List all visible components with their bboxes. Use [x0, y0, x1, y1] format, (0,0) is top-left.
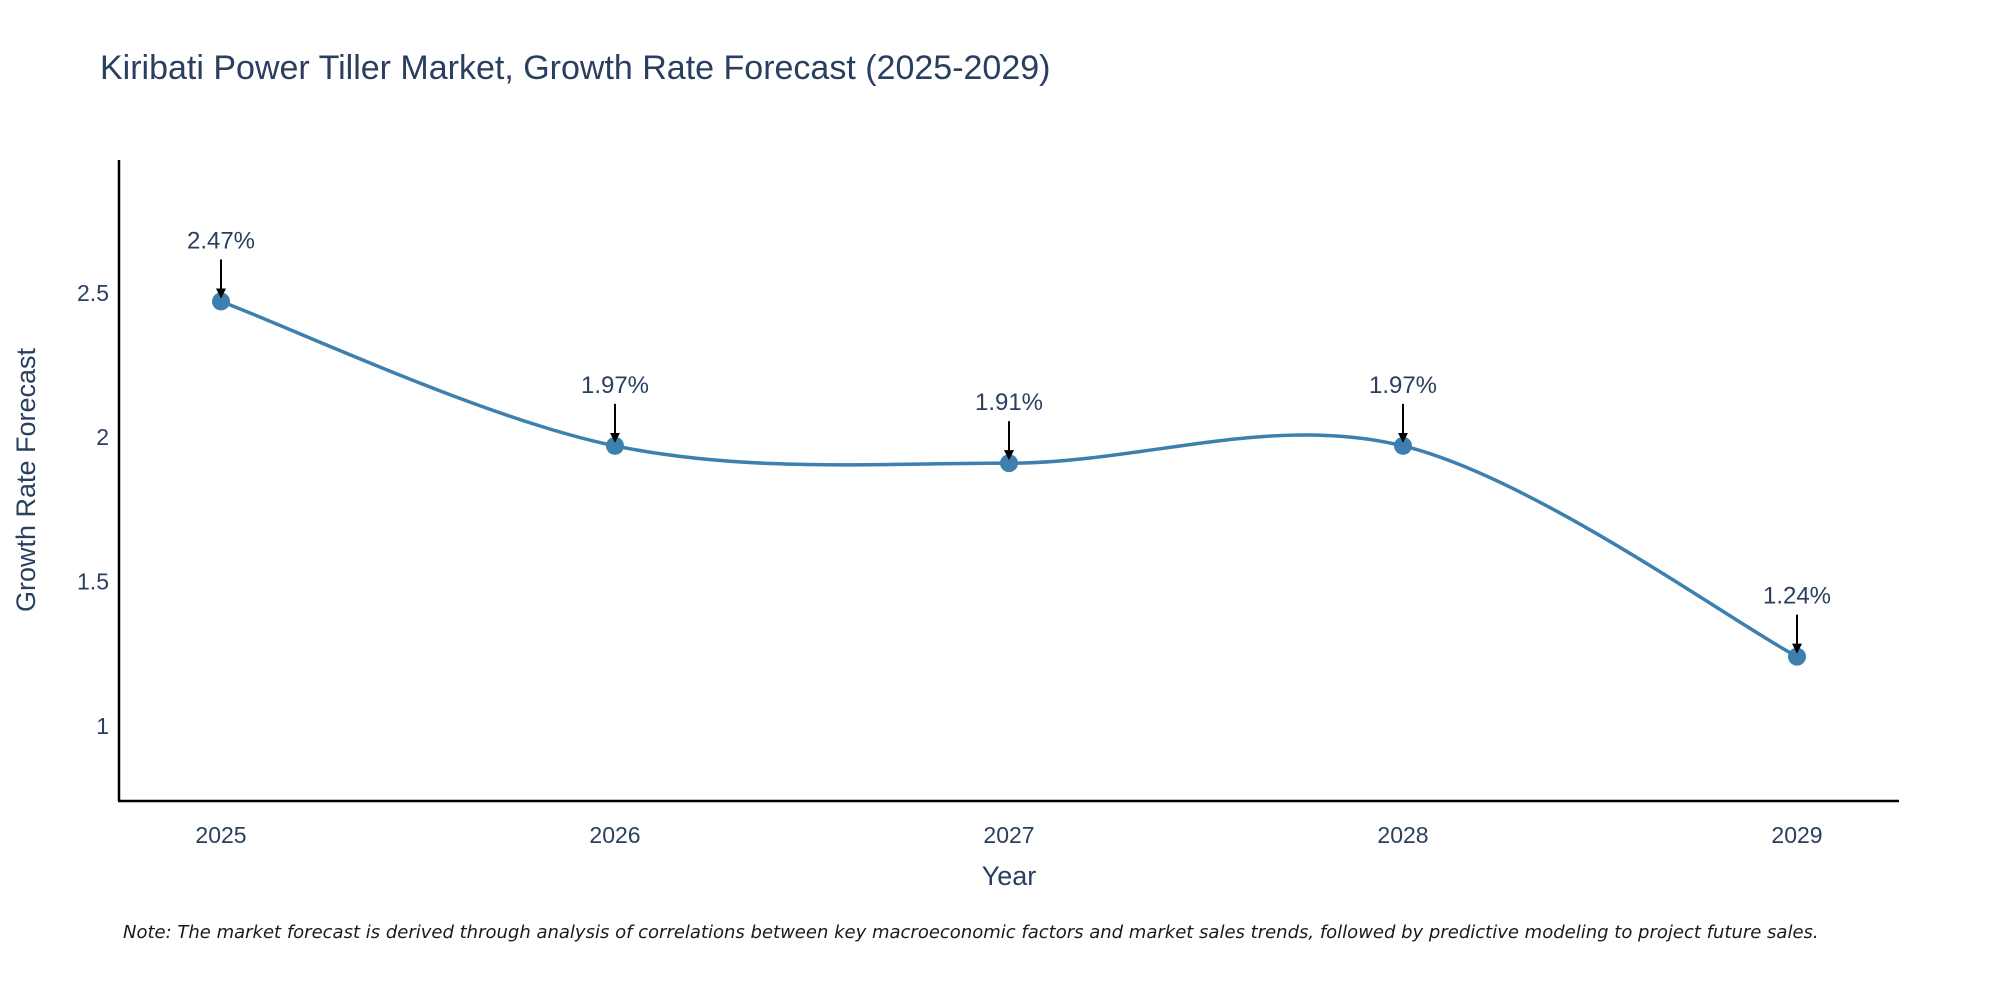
y-tick-label: 2.5: [77, 280, 109, 306]
y-axis-title: Growth Rate Forecast: [11, 347, 41, 612]
data-point[interactable]: [1000, 454, 1018, 473]
data-label: 1.97%: [581, 372, 649, 399]
x-tick-label: 2026: [589, 822, 640, 848]
data-point[interactable]: [606, 436, 624, 455]
data-point[interactable]: [1788, 647, 1806, 666]
x-tick-label: 2028: [1377, 822, 1428, 848]
x-tick-label: 2027: [983, 822, 1034, 848]
y-tick-label: 1: [96, 713, 109, 739]
data-label: 2.47%: [187, 227, 255, 254]
series-layer: [212, 292, 1806, 666]
footnote: Note: The market forecast is derived thr…: [123, 922, 1819, 943]
annotations-layer: 2.47% 1.97% 1.91% 1.97% 1.24%: [187, 227, 1831, 654]
chart-title: Kiribati Power Tiller Market, Growth Rat…: [100, 49, 1050, 87]
plot-area: 1 1.5 2 2.5 2025 2026 2027 2028 2029 2.47% 1.97%…: [77, 160, 1899, 848]
x-tick-label: 2025: [195, 822, 246, 848]
y-tick-labels: 1 1.5 2 2.5: [77, 280, 109, 739]
y-tick-label: 1.5: [77, 569, 109, 595]
x-axis-title: Year: [982, 861, 1037, 891]
data-point[interactable]: [1394, 436, 1412, 455]
data-point[interactable]: [212, 292, 230, 311]
data-label: 1.24%: [1763, 583, 1831, 610]
series-line: [220, 299, 1798, 659]
x-tick-label: 2029: [1771, 822, 1822, 848]
x-tick-labels: 2025 2026 2027 2028 2029: [195, 822, 1822, 848]
y-tick-label: 2: [96, 424, 109, 450]
data-label: 1.97%: [1369, 372, 1437, 399]
data-label: 1.91%: [975, 389, 1043, 416]
